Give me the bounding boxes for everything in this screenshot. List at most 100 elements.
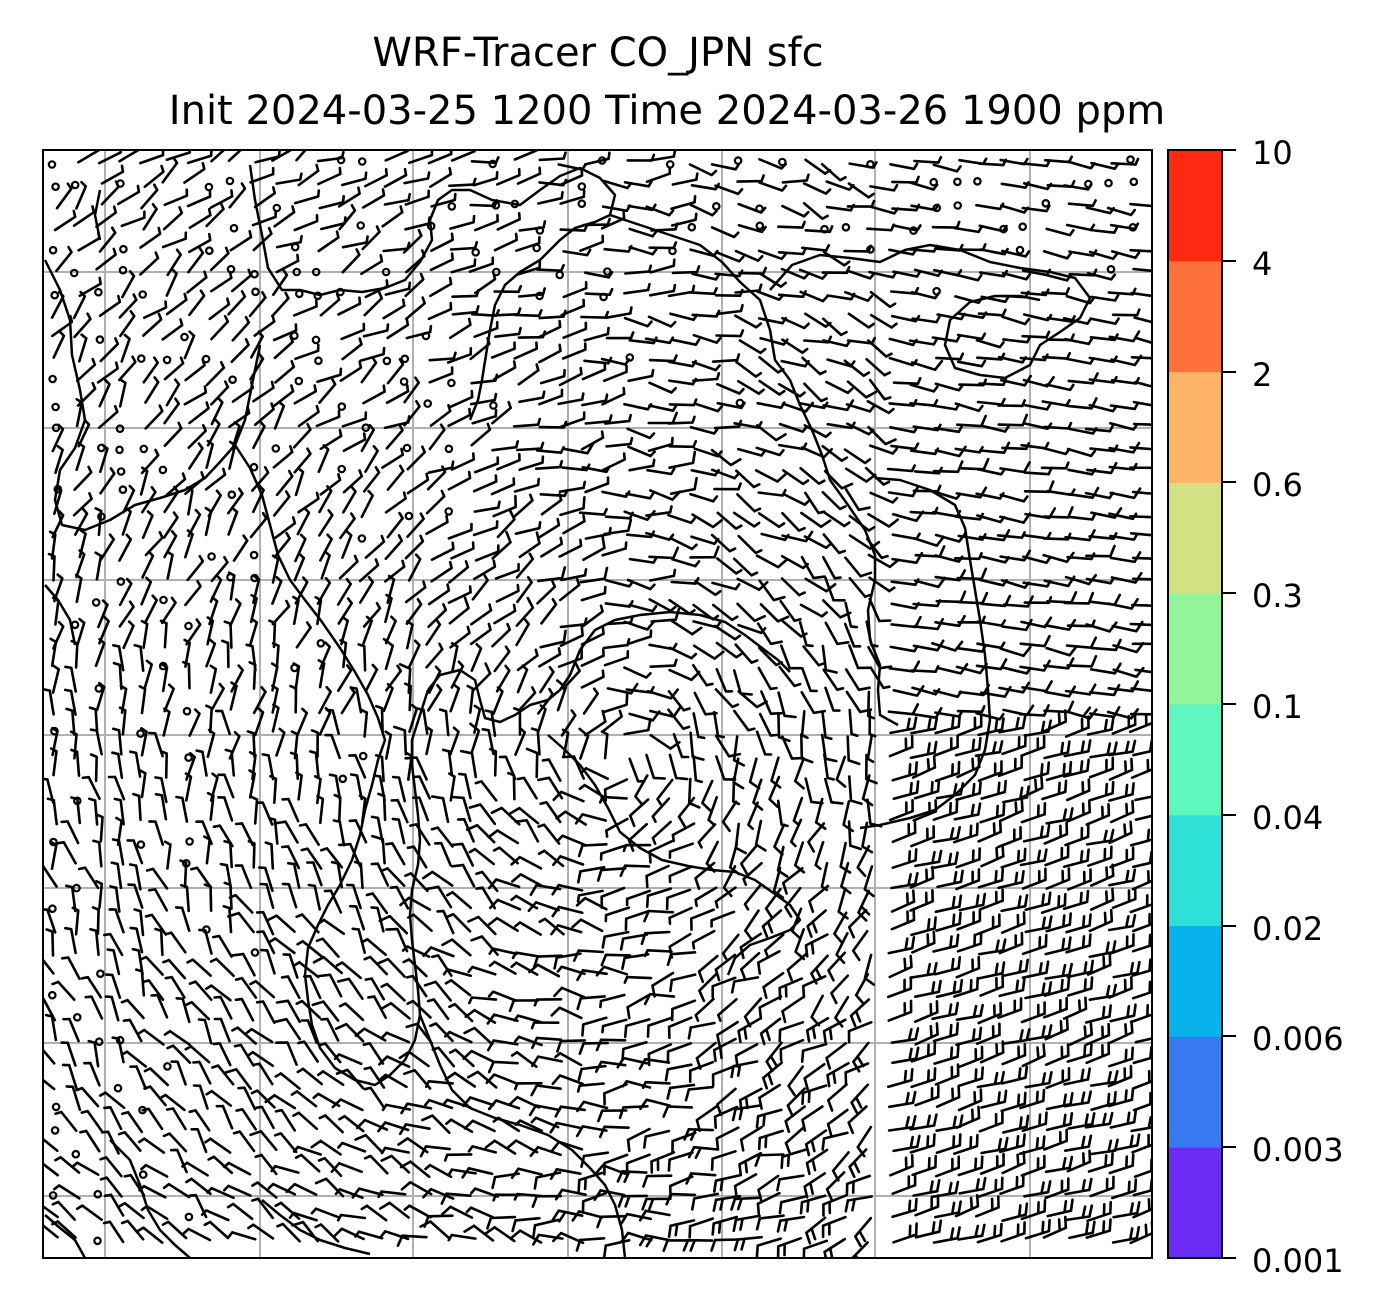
calm-wind-circle bbox=[227, 490, 237, 500]
calm-wind-circle bbox=[271, 444, 281, 453]
wind-barb-icon bbox=[380, 1230, 410, 1241]
wind-barb-icon bbox=[1086, 1200, 1112, 1223]
wind-barb-icon bbox=[1044, 1177, 1070, 1200]
wind-barb-icon bbox=[121, 506, 132, 536]
coastline-southeast-bay bbox=[547, 734, 802, 976]
wind-barb-icon bbox=[337, 664, 353, 692]
wind-barb-icon bbox=[405, 598, 423, 625]
wind-barb-icon bbox=[688, 1060, 714, 1083]
wind-barb-icon bbox=[595, 965, 629, 977]
wind-barb-icon bbox=[139, 466, 149, 496]
wind-barb-icon bbox=[935, 352, 965, 361]
wind-barb-icon bbox=[470, 422, 492, 447]
wind-barb-icon bbox=[518, 390, 546, 404]
calm-wind-circle bbox=[94, 1037, 104, 1047]
wind-barb-icon bbox=[470, 643, 483, 672]
wind-barb-icon bbox=[51, 596, 60, 626]
wind-barb-icon bbox=[910, 916, 937, 937]
calm-wind-circle bbox=[426, 221, 436, 231]
wind-barb-icon bbox=[144, 376, 160, 404]
calm-wind-circle bbox=[532, 243, 542, 253]
wind-barb-icon bbox=[1023, 467, 1053, 476]
wind-barb-icon bbox=[468, 996, 498, 1005]
wind-barb-icon bbox=[444, 1071, 477, 1088]
wind-barb-icon bbox=[293, 552, 306, 582]
wind-barb-icon bbox=[424, 1163, 453, 1179]
wind-barb-icon bbox=[537, 823, 561, 845]
wind-barb-icon bbox=[386, 357, 405, 385]
wind-barb-icon bbox=[120, 998, 145, 1020]
wind-barb-icon bbox=[448, 1002, 474, 1023]
wind-barb-icon bbox=[643, 909, 675, 923]
wind-barb-icon bbox=[384, 559, 406, 583]
wind-barb-icon bbox=[868, 444, 898, 455]
wind-barb-icon bbox=[833, 911, 848, 944]
calm-wind-circle bbox=[402, 443, 412, 453]
wind-barb-icon bbox=[890, 1027, 920, 1044]
wind-barb-icon bbox=[161, 318, 184, 341]
wind-barb-icon bbox=[932, 1226, 961, 1244]
wind-barb-icon bbox=[405, 1022, 433, 1045]
wind-barb-icon bbox=[844, 488, 871, 512]
wind-barb-icon bbox=[405, 751, 413, 781]
wind-barb-icon bbox=[580, 648, 605, 667]
wind-barb-icon bbox=[1040, 461, 1070, 470]
wind-barb-icon bbox=[623, 1018, 651, 1039]
wind-barb-icon bbox=[528, 1104, 561, 1117]
calm-wind-circle bbox=[1129, 177, 1139, 187]
wind-barb-icon bbox=[358, 558, 380, 583]
wind-barb-icon bbox=[380, 1146, 410, 1155]
wind-barb-icon bbox=[1108, 782, 1135, 802]
wind-barb-icon bbox=[109, 885, 121, 913]
wind-barb-icon bbox=[755, 446, 785, 457]
wind-barb-icon bbox=[119, 310, 136, 338]
wind-barb-icon bbox=[1085, 803, 1111, 826]
wind-barb-icon bbox=[865, 357, 892, 377]
wind-barb-icon bbox=[914, 1022, 939, 1046]
wind-barb-icon bbox=[934, 614, 966, 628]
wind-barb-icon bbox=[799, 1194, 827, 1215]
wind-barb-icon bbox=[887, 1068, 914, 1089]
wind-barb-icon bbox=[227, 290, 247, 316]
wind-barb-icon bbox=[784, 886, 802, 918]
wind-barb-icon bbox=[628, 227, 658, 238]
wind-barb-icon bbox=[975, 658, 1008, 671]
wind-barb-icon bbox=[297, 163, 320, 187]
wind-barb-icon bbox=[98, 226, 117, 253]
wind-barb-icon bbox=[979, 974, 1005, 997]
wind-barb-icon bbox=[537, 849, 565, 868]
wind-barb-icon bbox=[166, 248, 182, 277]
wind-barb-icon bbox=[936, 869, 964, 889]
title-line-2: Init 2024-03-25 1200 Time 2024-03-26 190… bbox=[169, 88, 1165, 134]
wind-barb-icon bbox=[888, 798, 914, 822]
wind-barb-icon bbox=[825, 380, 854, 395]
wind-barb-icon bbox=[206, 728, 216, 758]
wind-barb-icon bbox=[1087, 1152, 1114, 1173]
wind-barb-icon bbox=[271, 684, 279, 714]
wind-barb-icon bbox=[625, 889, 652, 907]
calm-wind-circle bbox=[95, 335, 105, 344]
wind-barb-icon bbox=[253, 186, 276, 209]
wind-barb-icon bbox=[316, 1070, 345, 1086]
wind-barb-icon bbox=[835, 755, 847, 788]
calm-wind-circle bbox=[555, 270, 565, 280]
wind-barb-icon bbox=[380, 1002, 411, 1020]
wind-barb-icon bbox=[804, 1129, 828, 1157]
calm-wind-circle bbox=[184, 1212, 194, 1222]
wind-barb-icon bbox=[289, 684, 298, 714]
wind-barb-icon bbox=[163, 421, 183, 447]
wind-barb-icon bbox=[469, 336, 491, 361]
calm-wind-circle bbox=[337, 402, 347, 411]
wind-barb-icon bbox=[934, 1200, 962, 1219]
calm-wind-circle bbox=[47, 160, 57, 169]
wind-barb-icon bbox=[315, 409, 341, 428]
wind-barb-icon bbox=[998, 977, 1026, 998]
wind-barb-icon bbox=[75, 441, 86, 472]
wind-barb-icon bbox=[529, 1145, 562, 1157]
calm-wind-circle bbox=[118, 265, 128, 275]
wind-barb-icon bbox=[249, 1130, 278, 1152]
wind-barb-icon bbox=[386, 511, 404, 539]
wind-barb-icon bbox=[384, 281, 412, 296]
wind-barb-icon bbox=[493, 284, 523, 294]
wind-barb-icon bbox=[261, 753, 275, 781]
